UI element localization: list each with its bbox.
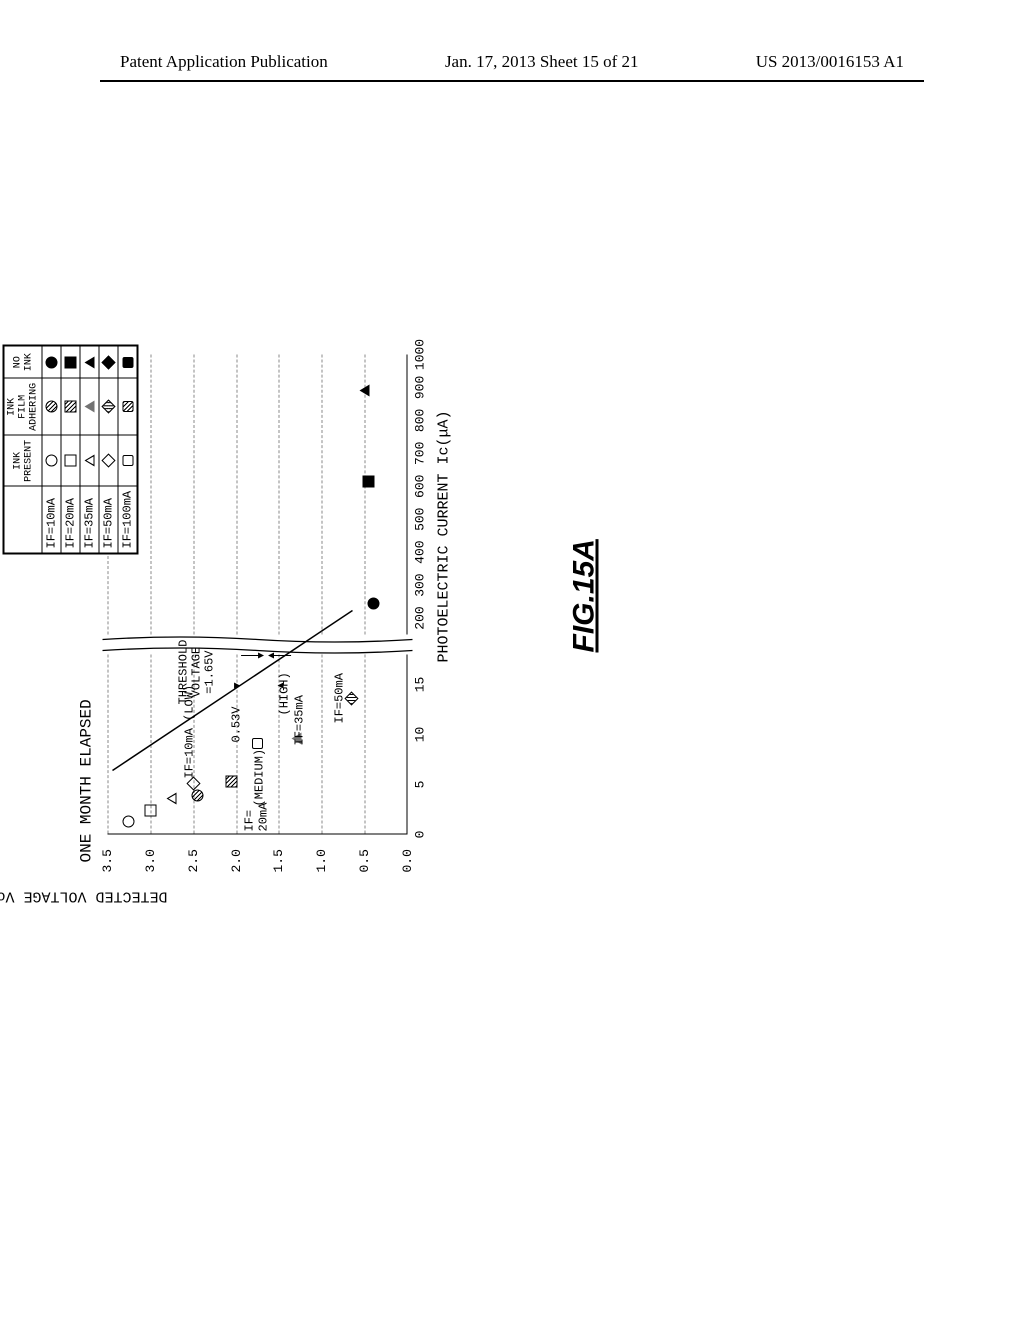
plot-left-segment: IF=10mA (LOW)IF=20mA(MEDIUM)IF=35mA(HIGH… [108, 655, 408, 835]
gridline [365, 655, 366, 834]
chart-title: ONE MONTH ELAPSED [78, 699, 96, 862]
data-marker [144, 805, 156, 817]
data-marker [363, 475, 375, 487]
page-header: Patent Application Publication Jan. 17, … [0, 52, 1024, 72]
data-marker [192, 790, 204, 802]
gridline [193, 355, 194, 635]
gridline [108, 655, 109, 834]
legend-row: IF=20mA [61, 346, 80, 553]
legend-swatch [80, 435, 99, 486]
xtick-label: 400 [413, 540, 428, 563]
figure-15a: ONE MONTH ELAPSED DETECTED VOLTAGE Vo(V)… [208, 398, 828, 883]
legend-swatch [118, 435, 137, 486]
xtick-label: 1000 [413, 339, 428, 370]
legend-if-label: IF=100mA [118, 486, 137, 553]
xtick-label: 600 [413, 475, 428, 498]
figure-label: FIG.15A [568, 539, 602, 652]
xtick-label: 700 [413, 442, 428, 465]
gridline [322, 355, 323, 635]
ytick-label: 0.0 [400, 849, 415, 872]
data-marker [186, 776, 200, 790]
ytick-label: 3.0 [143, 849, 158, 872]
xtick-label: 15 [413, 677, 428, 693]
xtick-label: 200 [413, 606, 428, 629]
legend-if-label: IF=50mA [99, 486, 118, 553]
threshold-label: THRESHOLDVOLTAGE=1.65V [178, 640, 218, 705]
legend-swatch [42, 378, 61, 435]
legend-row: IF=100mA [118, 346, 137, 553]
ytick-label: 3.5 [100, 849, 115, 872]
legend-if-label: IF=35mA [80, 486, 99, 553]
legend-swatch [42, 435, 61, 486]
legend-col-header: INKFILMADHERING [4, 378, 42, 435]
data-marker [345, 691, 359, 705]
legend-swatch [61, 346, 80, 378]
legend-col-header: INKPRESENT [4, 435, 42, 486]
ytick-label: 1.0 [314, 849, 329, 872]
legend-if-label: IF=10mA [42, 486, 61, 553]
x-axis-label: PHOTOELECTRIC CURRENT Ic(μA) [436, 410, 453, 662]
header-right: US 2013/0016153 A1 [756, 52, 904, 72]
legend-swatch [80, 346, 99, 378]
legend-table: INKPRESENTINKFILMADHERINGNO INK IF=10mAI… [4, 346, 138, 554]
legend-swatch [61, 435, 80, 486]
data-marker [167, 793, 177, 805]
gridline [236, 355, 237, 635]
legend-row: IF=50mA [99, 346, 118, 553]
gridline [150, 355, 151, 635]
legend-col-header [4, 486, 42, 553]
series-annotation: (MEDIUM) [253, 749, 267, 807]
legend-swatch [42, 346, 61, 378]
header-rule [100, 80, 924, 82]
legend-row: IF=35mA [80, 346, 99, 553]
legend-col-header: NO INK [4, 346, 42, 378]
gridline [322, 655, 323, 834]
chart: DETECTED VOLTAGE Vo(V) 0.00.51.01.52.02.… [108, 323, 448, 883]
legend: INKPRESENTINKFILMADHERINGNO INK IF=10mAI… [3, 345, 139, 555]
header-left: Patent Application Publication [120, 52, 328, 72]
series-annotation: (HIGH) [278, 672, 292, 715]
legend-swatch [118, 346, 137, 378]
legend-swatch [80, 378, 99, 435]
legend-swatch [99, 378, 118, 435]
ytick-label: 0.5 [357, 849, 372, 872]
data-marker [367, 597, 379, 609]
ytick-label: 1.5 [271, 849, 286, 872]
xtick-label: 500 [413, 508, 428, 531]
delta-label: 0.53V [230, 706, 244, 742]
data-marker [226, 776, 238, 788]
data-marker [123, 816, 135, 828]
legend-swatch [118, 378, 137, 435]
series-annotation: IF=50mA [333, 673, 347, 723]
xtick-label: 300 [413, 573, 428, 596]
xtick-label: 800 [413, 409, 428, 432]
ytick-label: 2.0 [229, 849, 244, 872]
series-annotation: IF=35mA [293, 695, 307, 745]
xtick-label: 10 [413, 727, 428, 743]
gridline [236, 655, 237, 834]
series-annotation: IF=20mA [243, 803, 271, 832]
xtick-label: 0 [413, 831, 428, 839]
y-axis-label: DETECTED VOLTAGE Vo(V) [0, 888, 168, 905]
legend-swatch [99, 435, 118, 486]
data-marker [252, 738, 263, 749]
legend-swatch [99, 346, 118, 378]
xtick-label: 900 [413, 376, 428, 399]
xtick-label: 5 [413, 781, 428, 789]
legend-if-label: IF=20mA [61, 486, 80, 553]
header-center: Jan. 17, 2013 Sheet 15 of 21 [445, 52, 639, 72]
gridline [279, 355, 280, 635]
ytick-label: 2.5 [186, 849, 201, 872]
data-marker [360, 385, 370, 397]
legend-row: IF=10mA [42, 346, 61, 553]
plot-right-segment [108, 355, 408, 635]
axis-break [103, 635, 413, 655]
legend-swatch [61, 378, 80, 435]
